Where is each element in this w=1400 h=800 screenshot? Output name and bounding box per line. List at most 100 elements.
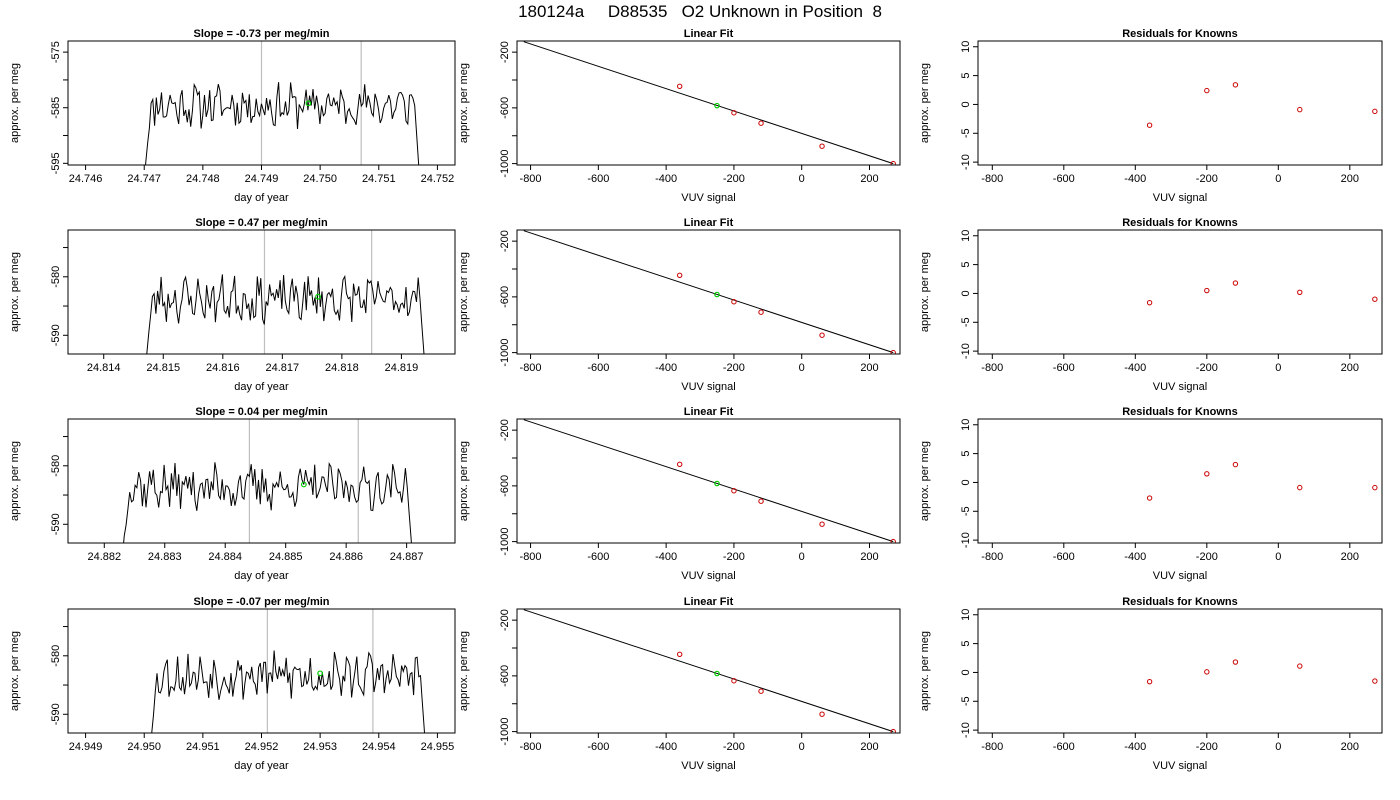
- y-tick-label: -580: [50, 455, 62, 477]
- y-tick-label: -10: [960, 343, 972, 359]
- y-tick-label: -5: [960, 696, 972, 706]
- y-tick-label: 5: [960, 73, 972, 79]
- residual-point: [1204, 287, 1210, 294]
- known-point: [890, 349, 896, 354]
- y-tick-label: -600: [499, 665, 511, 687]
- y-tick-label: -1000: [499, 150, 511, 178]
- residual-point: [1146, 122, 1153, 128]
- x-tick-label: 0: [799, 173, 805, 185]
- known-point: [676, 651, 683, 657]
- x-tick-label: -200: [1196, 173, 1218, 185]
- known-point: [758, 498, 764, 504]
- y-tick-label: 0: [960, 290, 972, 296]
- residual-point: [1297, 106, 1303, 113]
- known-point: [758, 688, 764, 694]
- residual-point: [1372, 296, 1378, 302]
- residual-point: [1372, 678, 1378, 684]
- x-tick-label: 0: [1275, 173, 1281, 185]
- x-tick-label: 0: [799, 551, 805, 563]
- data-layer: [1146, 280, 1378, 306]
- y-axis-label: approx. per meg: [458, 631, 470, 711]
- x-tick-label: 24.751: [362, 173, 396, 185]
- panel-title: Slope = -0.73 per meg/min: [193, 28, 329, 40]
- x-tick-label: -600: [587, 173, 609, 185]
- x-tick-label: 24.949: [69, 741, 103, 753]
- x-tick-label: -400: [655, 173, 677, 185]
- x-axis-label: day of year: [234, 192, 289, 204]
- panel-4-2: -800 -600 -400 -200 0 200 -200 -600 -1000 Linear …: [458, 596, 901, 772]
- x-tick-label: -200: [1196, 551, 1218, 563]
- data-layer: [523, 609, 896, 733]
- x-tick-label: 200: [860, 173, 878, 185]
- x-tick-label: 24.748: [186, 173, 220, 185]
- plot-frame: [516, 229, 901, 355]
- panel-title: Linear Fit: [684, 406, 734, 418]
- known-point: [819, 332, 825, 338]
- x-tick-label: 24.955: [421, 741, 455, 753]
- unknown-point: [714, 480, 720, 487]
- x-tick-label: 24.746: [69, 173, 103, 185]
- x-tick-label: -600: [587, 551, 609, 563]
- panel-title: Linear Fit: [684, 28, 734, 40]
- y-tick-label: 10: [960, 230, 972, 242]
- y-tick-label: -590: [50, 703, 62, 725]
- panel-title: Slope = 0.04 per meg/min: [195, 406, 328, 418]
- x-tick-label: -200: [1196, 362, 1218, 374]
- x-axis-label: day of year: [234, 760, 289, 772]
- x-tick-label: 0: [1275, 551, 1281, 563]
- x-tick-label: 24.885: [269, 551, 303, 563]
- y-tick-label: -10: [960, 154, 972, 170]
- residual-point: [1297, 289, 1303, 295]
- known-point: [676, 461, 683, 467]
- x-tick-label: 24.883: [148, 551, 182, 563]
- known-point: [731, 110, 737, 116]
- y-tick-label: 0: [960, 101, 972, 107]
- residual-point: [1204, 471, 1210, 477]
- x-tick-label: -800: [520, 173, 542, 185]
- x-tick-label: 24.884: [208, 551, 242, 563]
- y-tick-label: -200: [499, 230, 511, 252]
- x-tick-label: -400: [655, 362, 677, 374]
- x-tick-label: -200: [723, 173, 745, 185]
- x-axis-label: VUV signal: [1153, 381, 1207, 393]
- y-tick-label: 10: [960, 419, 972, 431]
- data-layer: [523, 41, 896, 165]
- y-axis-label: approx. per meg: [458, 63, 470, 143]
- x-tick-label: -200: [723, 551, 745, 563]
- known-point: [731, 678, 737, 684]
- panel-1-1: 24.746 24.747 24.748 24.749 24.750 24.751 24.7…: [9, 28, 456, 204]
- x-tick-label: -800: [981, 741, 1003, 753]
- y-axis-label: approx. per meg: [919, 631, 931, 711]
- y-tick-label: -590: [50, 513, 62, 535]
- x-tick-label: -800: [981, 362, 1003, 374]
- x-tick-label: 200: [1341, 551, 1359, 563]
- unknown-point: [714, 291, 720, 298]
- known-point: [890, 728, 896, 733]
- x-tick-label: 24.886: [329, 551, 363, 563]
- y-axis-label: approx. per meg: [458, 252, 470, 332]
- x-tick-label: -800: [981, 173, 1003, 185]
- panel-2-3: -800 -600 -400 -200 0 200 10 5 0 -5 -10 Residuals f…: [919, 217, 1383, 393]
- y-tick-label: -10: [960, 722, 972, 738]
- x-tick-label: -800: [520, 551, 542, 563]
- series-trace: [146, 274, 425, 354]
- y-axis-label: approx. per meg: [458, 441, 470, 521]
- x-tick-label: 200: [1341, 173, 1359, 185]
- y-tick-label: -585: [50, 97, 62, 119]
- y-tick-label: -1000: [499, 718, 511, 746]
- x-tick-label: -400: [1124, 362, 1146, 374]
- y-tick-label: -5: [960, 506, 972, 516]
- x-tick-label: -800: [520, 741, 542, 753]
- series-trace: [151, 650, 426, 733]
- data-layer: [523, 230, 896, 354]
- residual-point: [1232, 82, 1239, 88]
- residual-point: [1232, 659, 1239, 665]
- x-tick-label: -600: [1053, 741, 1075, 753]
- y-tick-label: -580: [50, 645, 62, 667]
- residual-point: [1146, 678, 1153, 685]
- residual-point: [1146, 299, 1153, 306]
- figure-title: 180124a D88535 O2 Unknown in Position 8: [518, 2, 882, 21]
- x-tick-label: 24.818: [325, 362, 359, 374]
- known-point: [758, 120, 764, 126]
